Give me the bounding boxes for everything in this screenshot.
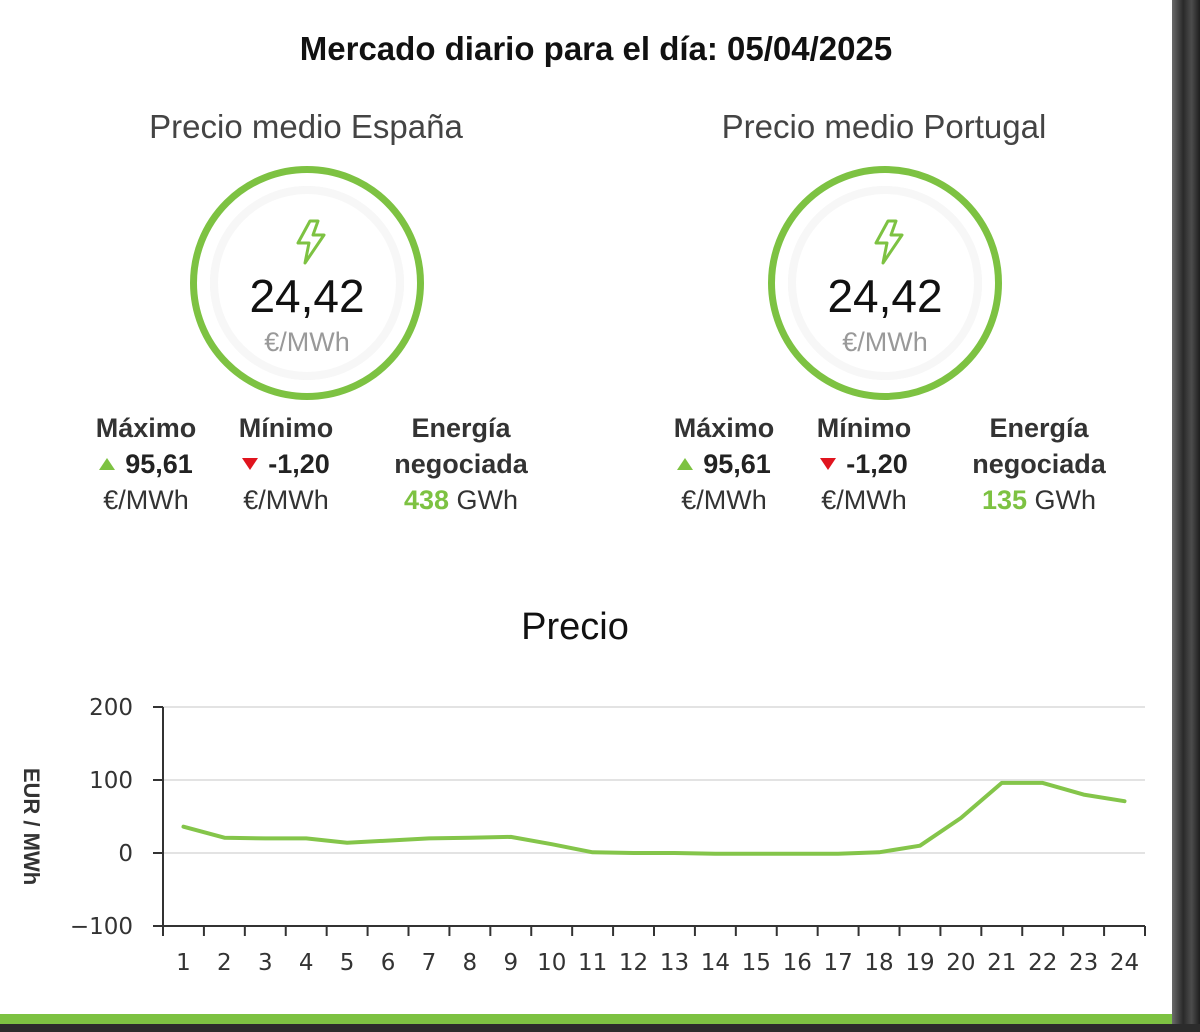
portugal-max-row: 95,61	[634, 446, 814, 482]
spain-energy-label-2: negociada	[394, 449, 528, 479]
portugal-energy-stat: Energía negociada 135 GWh	[944, 410, 1134, 518]
portugal-price-unit: €/MWh	[842, 327, 928, 357]
spain-price-gauge: 24,42 €/MWh	[190, 166, 424, 400]
x-tick-label: 2	[217, 950, 232, 976]
x-tick-label: 23	[1069, 950, 1098, 976]
portugal-title: Precio medio Portugal	[721, 108, 1047, 145]
x-tick-label: 18	[864, 950, 893, 976]
spain-energy-row: 438 GWh	[366, 482, 556, 518]
portugal-min-label: Mínimo	[816, 413, 912, 443]
triangle-up-icon	[677, 458, 694, 470]
x-tick-label: 1	[176, 950, 191, 976]
x-tick-label: 10	[537, 950, 566, 976]
portugal-energy-label-2: negociada	[972, 449, 1106, 479]
y-tick-label: 0	[118, 841, 133, 867]
spain-min-stat: Mínimo -1,20 €/MWh	[216, 410, 356, 518]
x-tick-label: 20	[946, 950, 975, 976]
portugal-energy-row: 135 GWh	[944, 482, 1134, 518]
portugal-energy-unit: GWh	[1034, 485, 1097, 515]
spain-min-label: Mínimo	[238, 413, 334, 443]
portugal-min-unit: €/MWh	[821, 485, 907, 515]
triangle-up-icon	[99, 458, 116, 470]
x-tick-label: 17	[823, 950, 852, 976]
spain-max-unit: €/MWh	[103, 485, 189, 515]
page-title: Mercado diario para el día: 05/04/2025	[299, 30, 893, 67]
portugal-panel: Precio medio Portugal 24,42 €/MWh Máximo…	[604, 108, 1164, 538]
spain-min-unit: €/MWh	[243, 485, 329, 515]
spain-energy-stat: Energía negociada 438 GWh	[366, 410, 556, 518]
lightning-bolt-icon	[296, 219, 326, 265]
x-tick-label: 24	[1110, 950, 1139, 976]
y-tick-label: −100	[70, 914, 133, 940]
x-tick-label: 6	[381, 950, 396, 976]
spain-energy-unit: GWh	[456, 485, 519, 515]
spain-energy-label-1: Energía	[411, 413, 511, 443]
spain-min-value: -1,20	[268, 449, 330, 479]
x-tick-label: 15	[742, 950, 771, 976]
portugal-max-stat: Máximo 95,61 €/MWh	[634, 410, 814, 518]
portugal-max-value: 95,61	[703, 449, 771, 479]
price-series-line	[181, 780, 1127, 856]
x-tick-label: 14	[701, 950, 730, 976]
x-tick-label: 12	[619, 950, 648, 976]
spain-max-stat: Máximo 95,61 €/MWh	[56, 410, 236, 518]
triangle-down-icon	[242, 458, 259, 470]
portugal-min-row: -1,20	[794, 446, 934, 482]
portugal-price-value: 24,42	[827, 270, 943, 322]
x-tick-label: 4	[299, 950, 314, 976]
portugal-max-label: Máximo	[673, 413, 775, 443]
spain-max-row: 95,61	[56, 446, 236, 482]
x-tick-label: 8	[463, 950, 478, 976]
spain-max-value: 95,61	[125, 449, 193, 479]
spain-panel: Precio medio España 24,42 €/MWh Máximo 9…	[26, 108, 586, 538]
spain-energy-value: 438	[403, 485, 450, 515]
portugal-energy-label-1: Energía	[989, 413, 1089, 443]
x-tick-label: 22	[1028, 950, 1057, 976]
spain-title: Precio medio España	[149, 108, 463, 145]
x-tick-label: 3	[258, 950, 273, 976]
portugal-price-gauge: 24,42 €/MWh	[768, 166, 1002, 400]
portugal-min-stat: Mínimo -1,20 €/MWh	[794, 410, 934, 518]
x-tick-label: 7	[422, 950, 437, 976]
x-tick-label: 13	[660, 950, 689, 976]
background-texture	[1172, 0, 1200, 1032]
x-tick-label: 19	[905, 950, 934, 976]
y-tick-label: 100	[89, 768, 133, 794]
y-axis-label: EUR / MWh	[19, 768, 44, 885]
x-tick-label: 16	[783, 950, 812, 976]
bottom-accent-bar	[0, 1014, 1172, 1024]
x-tick-label: 5	[340, 950, 355, 976]
chart-title: Precio	[521, 606, 629, 648]
lightning-bolt-icon	[874, 219, 904, 265]
x-tick-label: 9	[503, 950, 518, 976]
spain-price-value: 24,42	[249, 270, 365, 322]
x-tick-label: 21	[987, 950, 1016, 976]
spain-price-unit: €/MWh	[264, 327, 350, 357]
portugal-energy-value: 135	[981, 485, 1028, 515]
triangle-down-icon	[820, 458, 837, 470]
portugal-max-unit: €/MWh	[681, 485, 767, 515]
portugal-min-value: -1,20	[846, 449, 908, 479]
bottom-background	[0, 1024, 1200, 1032]
spain-min-row: -1,20	[216, 446, 356, 482]
x-tick-label: 11	[578, 950, 607, 976]
spain-max-label: Máximo	[95, 413, 197, 443]
y-tick-label: 200	[89, 695, 133, 721]
